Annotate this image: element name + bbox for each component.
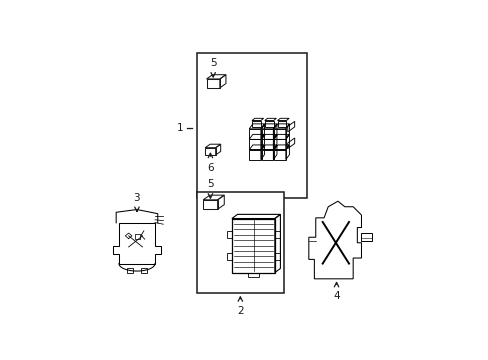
Bar	[196, 192, 284, 293]
Text: 1: 1	[176, 123, 183, 133]
Bar	[135, 234, 140, 239]
Bar	[361, 233, 371, 242]
Bar	[196, 53, 307, 198]
Text: 5: 5	[209, 58, 216, 68]
Text: 6: 6	[207, 163, 213, 173]
Text: 3: 3	[133, 193, 140, 203]
Bar	[126, 268, 133, 273]
Text: 4: 4	[332, 291, 339, 301]
Text: 5: 5	[207, 179, 213, 189]
Text: 2: 2	[237, 306, 243, 316]
Bar	[140, 268, 147, 273]
